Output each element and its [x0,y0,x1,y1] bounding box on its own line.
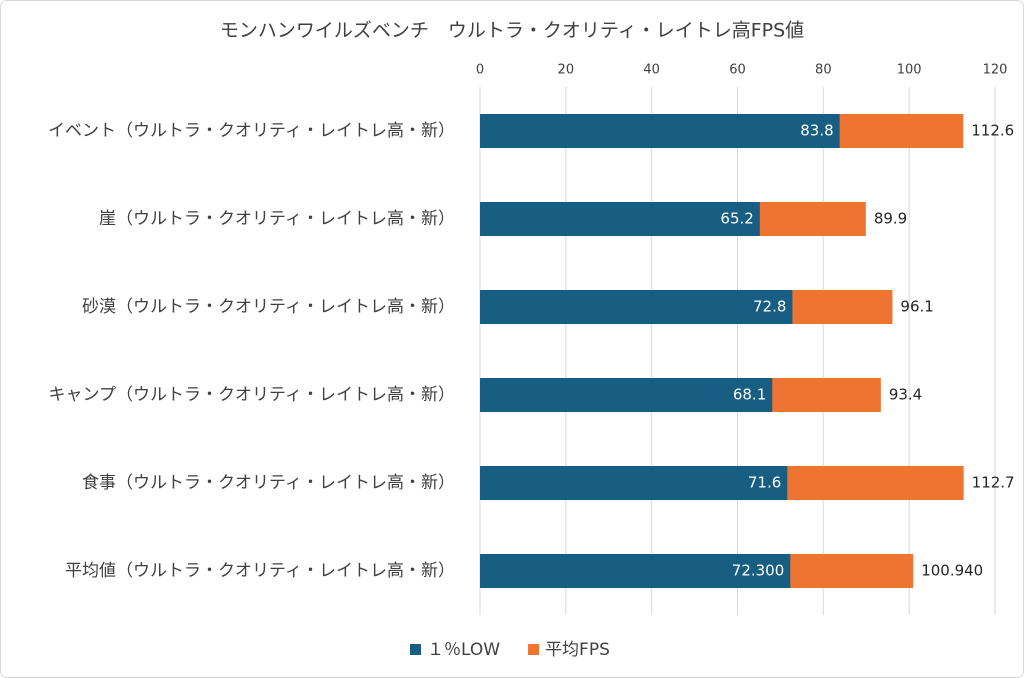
bar [480,290,793,324]
value-label: 71.6 [748,474,781,492]
value-label: 89.9 [874,210,907,228]
value-label: 65.2 [720,210,753,228]
y-tick-label: 砂漠（ウルトラ・クオリティ・レイトレ高・新） [82,297,455,317]
y-tick-label: 崖（ウルトラ・クオリティ・レイトレ高・新） [99,209,455,229]
value-label: 68.1 [733,386,766,404]
x-tick-label: 80 [815,63,832,78]
y-tick-label: 食事（ウルトラ・クオリティ・レイトレ高・新） [82,473,455,493]
x-tick-label: 120 [983,63,1008,78]
legend-label: １％LOW [427,640,500,660]
value-label: 83.8 [800,122,833,140]
legend-swatch [410,644,421,655]
x-tick-label: 40 [643,63,660,78]
value-label: 72.8 [753,298,786,316]
value-label: 112.7 [972,474,1015,492]
x-tick-label: 20 [558,63,575,78]
legend-swatch [528,644,540,655]
y-tick-label: キャンプ（ウルトラ・クオリティ・レイトレ高・新） [49,385,455,405]
bar [480,202,760,236]
value-label: 100.940 [921,562,983,580]
x-tick-label: 100 [897,63,922,78]
y-tick-label: 平均値（ウルトラ・クオリティ・レイトレ高・新） [65,561,455,581]
chart-title: モンハンワイルズベンチ ウルトラ・クオリティ・レイトレ高FPS値 [220,20,804,42]
bar [480,378,773,412]
value-label: 93.4 [889,386,922,404]
bar [480,466,788,500]
x-tick-label: 0 [476,63,484,78]
bar [480,554,791,588]
value-label: 96.1 [900,298,933,316]
bar [480,114,840,148]
value-label: 72.300 [732,562,785,580]
y-tick-label: イベント（ウルトラ・クオリティ・レイトレ高・新） [48,121,455,141]
value-label: 112.6 [971,122,1014,140]
legend-label: 平均FPS [545,640,610,660]
x-tick-label: 60 [729,63,746,78]
